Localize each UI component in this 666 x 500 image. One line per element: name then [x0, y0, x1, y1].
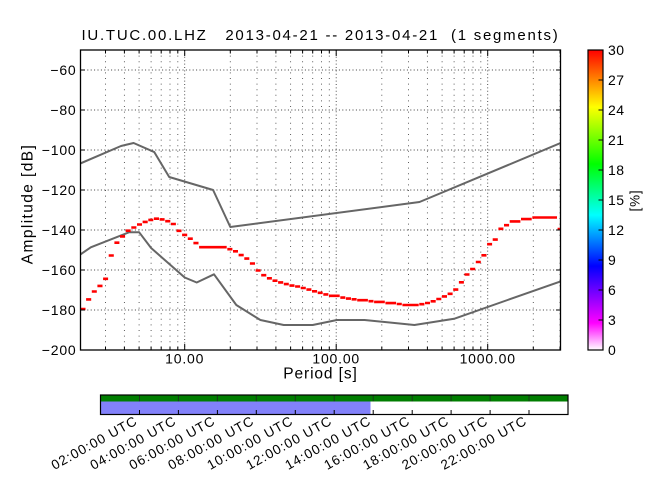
svg-text:−200: −200: [42, 342, 77, 358]
svg-text:1000.00: 1000.00: [460, 350, 516, 366]
svg-text:Period [s]: Period [s]: [283, 366, 357, 383]
svg-text:−120: −120: [42, 182, 77, 198]
svg-text:Amplitude [dB]: Amplitude [dB]: [20, 144, 37, 264]
svg-text:12: 12: [608, 222, 625, 238]
svg-text:0: 0: [608, 342, 616, 358]
svg-text:3: 3: [608, 312, 616, 328]
svg-text:IU.TUC.00.LHZ 2013-04-21 --: IU.TUC.00.LHZ 2013-04-21 -- 2013-04-21 (…: [81, 27, 559, 44]
svg-text:100.00: 100.00: [312, 350, 360, 366]
svg-text:−100: −100: [42, 142, 77, 158]
svg-text:−180: −180: [42, 302, 77, 318]
svg-text:−160: −160: [42, 262, 77, 278]
svg-text:10.00: 10.00: [165, 350, 204, 366]
svg-text:−140: −140: [42, 222, 77, 238]
svg-text:27: 27: [608, 72, 625, 88]
svg-text:[%]: [%]: [628, 190, 643, 212]
svg-text:18: 18: [608, 162, 625, 178]
svg-text:6: 6: [608, 282, 616, 298]
svg-text:15: 15: [608, 192, 625, 208]
svg-text:30: 30: [608, 42, 625, 58]
svg-text:24: 24: [608, 102, 625, 118]
svg-text:21: 21: [608, 132, 625, 148]
svg-text:9: 9: [608, 252, 616, 268]
svg-text:−80: −80: [50, 102, 76, 118]
svg-text:−60: −60: [50, 62, 76, 78]
